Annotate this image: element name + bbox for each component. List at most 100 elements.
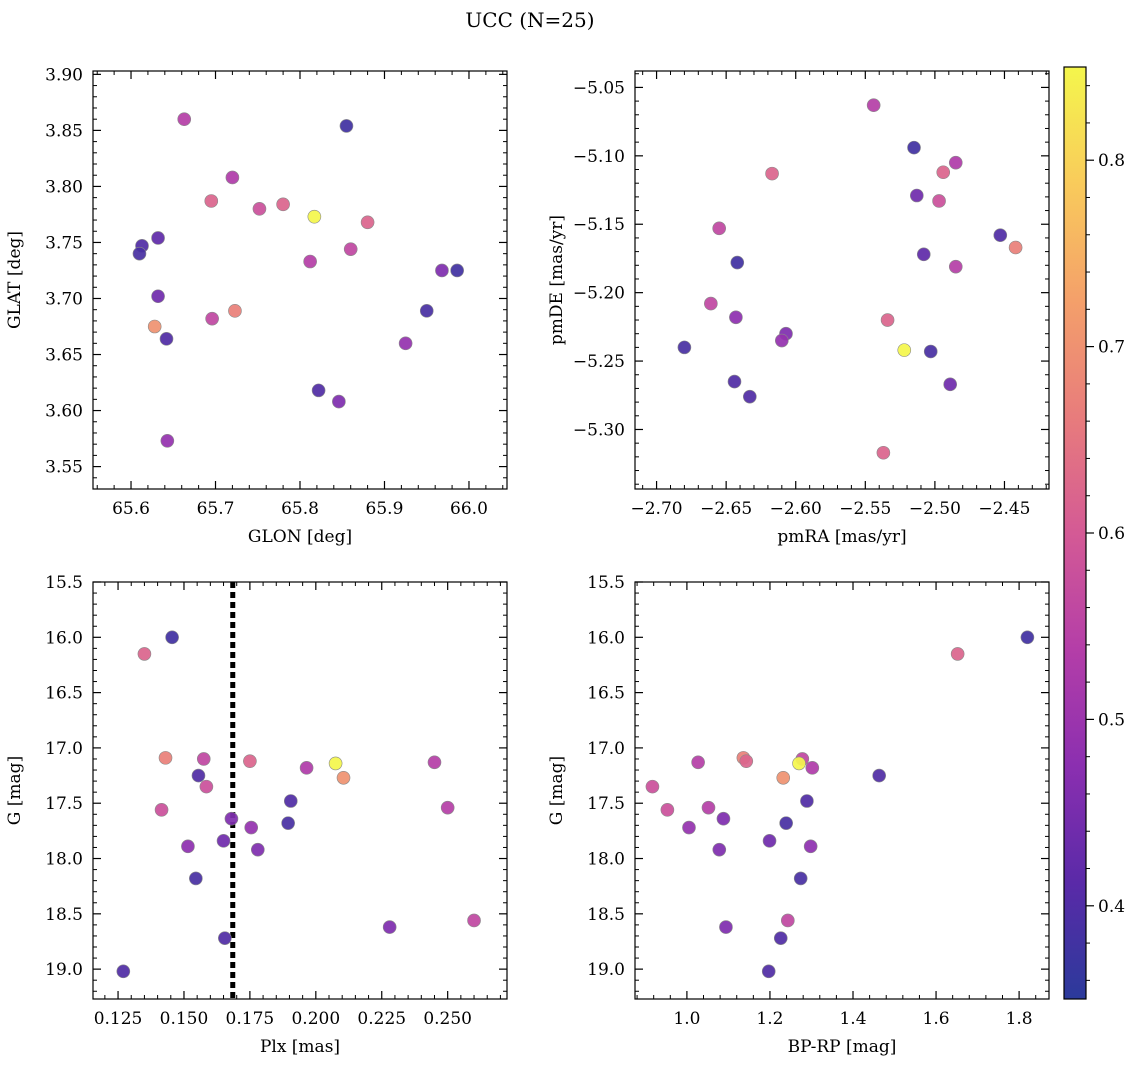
x-tick-label: −2.50 [909, 499, 961, 519]
scatter-point [450, 263, 464, 278]
scatter-point [776, 770, 791, 785]
scatter-points [116, 630, 481, 979]
x-tick-label: 65.7 [197, 499, 235, 519]
scatter-point [177, 112, 192, 126]
scatter-point [328, 756, 343, 771]
scatter-point [677, 340, 692, 355]
scatter-point [762, 834, 777, 848]
scatter-point [228, 304, 242, 318]
y-tick-label: 3.65 [45, 346, 83, 366]
scatter-point [283, 794, 298, 808]
scatter-point [793, 871, 808, 886]
y-tick-label: 16.5 [587, 684, 625, 704]
scatter-point [727, 374, 742, 389]
scatter-point [872, 768, 886, 783]
y-tick-label: 3.85 [45, 121, 83, 141]
y-tick-label: 16.5 [45, 684, 83, 704]
scatter-point [792, 756, 806, 771]
axes-frame [92, 581, 508, 1000]
y-tick-label: −5.20 [573, 284, 625, 304]
scatter-point [701, 800, 716, 815]
x-tick-label: 0.125 [94, 1009, 143, 1029]
y-tick-label: 18.0 [45, 850, 83, 870]
scatter-point [154, 803, 169, 817]
scatter-points [677, 98, 1023, 460]
x-tick-label: 1.2 [756, 1009, 783, 1029]
y-tick-label: 18.5 [45, 905, 83, 925]
scatter-point [360, 215, 375, 230]
colorbar-tick-label: 0.4 [1098, 897, 1125, 917]
panel-cmd: 1.0 1.2 1.4 1.6 1.8 15.5 16.0 16.5 17.0 17.5 18.0 1… [547, 573, 1050, 1057]
axes-frame [92, 70, 508, 490]
scatter-point [224, 811, 239, 826]
x-axis-label: pmRA [mas/yr] [777, 527, 906, 547]
y-tick-label: 3.80 [45, 177, 83, 197]
scatter-point [204, 194, 219, 208]
scatter-point [943, 377, 957, 392]
scatter-point [398, 336, 413, 351]
scatter-point [761, 964, 776, 979]
y-tick-label: −5.10 [573, 147, 625, 167]
scatter-point [712, 221, 726, 236]
scatter-point [880, 313, 895, 327]
scatter-points [132, 112, 464, 448]
scatter-point [897, 343, 912, 357]
scatter-point [743, 389, 757, 404]
x-tick-label: 0.250 [423, 1009, 472, 1029]
x-tick-label: 65.9 [366, 499, 404, 519]
scatter-point [765, 166, 779, 181]
scatter-point [244, 820, 259, 835]
scatter-point [427, 755, 442, 770]
scatter-point [343, 242, 358, 256]
scatter-point [243, 754, 257, 768]
scatter-point [440, 800, 455, 815]
scatter-point [950, 647, 965, 661]
scatter-point [645, 779, 660, 794]
y-tick-label: 3.55 [45, 458, 83, 478]
x-tick-label: 0.150 [160, 1009, 209, 1029]
colorbar-tick-label: 0.6 [1098, 524, 1125, 544]
scatter-point [181, 839, 195, 854]
x-tick-label: 1.4 [839, 1009, 866, 1029]
scatter-point [303, 254, 317, 269]
scatter-point [1020, 630, 1035, 645]
scatter-point [660, 803, 675, 817]
scatter-point [307, 209, 322, 224]
colorbar-tick-label: 0.7 [1098, 338, 1125, 358]
scatter-point [147, 319, 162, 334]
scatter-point [199, 779, 214, 794]
scatter-point [435, 263, 449, 278]
y-tick-label: 16.0 [587, 628, 625, 648]
x-axis-label: Plx [mas] [260, 1037, 340, 1057]
y-tick-label: 3.70 [45, 289, 83, 309]
scatter-point [276, 197, 290, 212]
scatter-point [151, 289, 165, 304]
scatter-points [645, 630, 1035, 979]
scatter-point [160, 434, 175, 448]
scatter-point [712, 842, 727, 857]
scatter-point [876, 445, 891, 460]
panel-pm: −2.70 −2.65 −2.60 −2.55 −2.50 −2.45 −5.30 −5.25… [547, 70, 1050, 547]
x-tick-label: −2.60 [770, 499, 822, 519]
scatter-point [467, 913, 481, 928]
y-tick-label: 15.5 [587, 573, 625, 593]
x-tick-label: 1.6 [923, 1009, 950, 1029]
y-tick-label: 3.60 [45, 402, 83, 422]
scatter-point [382, 920, 397, 934]
scatter-point [339, 119, 354, 133]
y-tick-label: 17.0 [587, 739, 625, 759]
y-tick-label: 18.5 [587, 905, 625, 925]
scatter-point [800, 794, 814, 808]
x-axis-label: BP-RP [mag] [788, 1037, 897, 1057]
scatter-point [716, 811, 731, 826]
scatter-point [1008, 240, 1023, 255]
scatter-point [909, 188, 924, 203]
scatter-point [159, 332, 174, 346]
y-tick-label: 17.5 [45, 794, 83, 814]
scatter-point [923, 344, 938, 359]
y-tick-label: −5.30 [573, 420, 625, 440]
scatter-point [775, 333, 789, 348]
scatter-point [803, 839, 818, 854]
scatter-point [137, 647, 152, 661]
scatter-point [936, 165, 951, 180]
